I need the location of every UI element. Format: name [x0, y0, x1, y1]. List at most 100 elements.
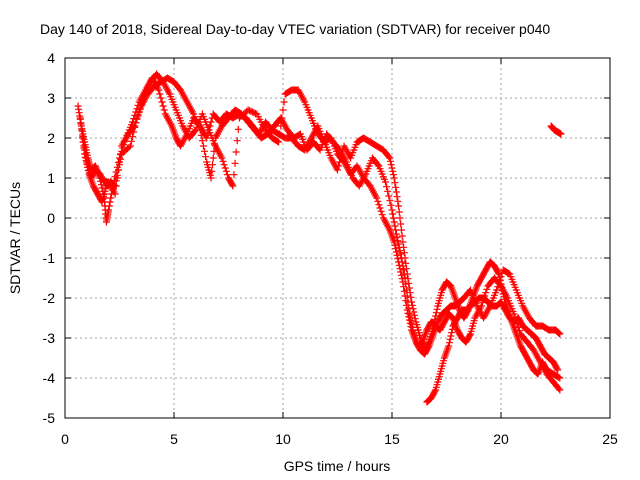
data-point — [394, 197, 402, 205]
data-point — [387, 161, 395, 169]
data-point — [211, 141, 219, 149]
data-point — [555, 385, 563, 393]
data-point — [389, 214, 397, 222]
data-point — [556, 330, 564, 338]
data-point — [202, 153, 210, 161]
data-point — [129, 118, 137, 126]
data-point — [395, 243, 403, 251]
data-point — [234, 125, 242, 133]
data-point — [111, 190, 119, 198]
data-point — [156, 90, 164, 98]
data-point — [134, 112, 142, 120]
data-point — [411, 315, 419, 323]
data-point — [231, 159, 239, 167]
data-point — [395, 202, 403, 210]
data-point — [97, 197, 105, 205]
data-point — [155, 86, 163, 94]
data-point — [385, 192, 393, 200]
data-point — [411, 311, 419, 319]
data-point — [483, 285, 491, 293]
data-point — [394, 255, 402, 263]
data-point — [401, 274, 409, 282]
data-point — [482, 289, 490, 297]
data-point — [276, 130, 284, 138]
x-tick-label: 20 — [493, 431, 509, 447]
data-point — [77, 120, 85, 128]
data-point — [209, 154, 217, 162]
data-point — [432, 312, 440, 320]
data-point — [404, 309, 412, 317]
data-point — [106, 198, 114, 206]
data-point — [207, 174, 215, 182]
data-point — [497, 273, 505, 281]
data-point — [396, 214, 404, 222]
data-point — [222, 167, 230, 175]
data-point — [133, 115, 141, 123]
data-point — [275, 138, 283, 146]
data-point — [395, 240, 403, 248]
data-point — [431, 387, 439, 395]
data-point — [376, 204, 384, 212]
data-point — [404, 298, 412, 306]
data-point — [130, 123, 138, 131]
data-point — [396, 247, 404, 255]
grid — [65, 58, 610, 418]
data-point — [390, 174, 398, 182]
y-tick-label: -5 — [43, 410, 56, 426]
y-axis-label: SDTVAR / TECUs — [7, 182, 23, 294]
data-point — [403, 286, 411, 294]
y-tick-labels: -5 -4 -3 -2 -1 0 1 2 3 4 — [43, 50, 56, 426]
data-point — [397, 254, 405, 262]
data-point — [408, 323, 416, 331]
data-point — [493, 286, 501, 294]
data-point — [112, 182, 120, 190]
chart-title: Day 140 of 2018, Sidereal Day-to-day VTE… — [40, 21, 550, 37]
data-point — [230, 171, 238, 179]
data-point — [392, 245, 400, 253]
series-track-d — [423, 294, 562, 406]
data-point — [232, 148, 240, 156]
data-point — [384, 187, 392, 195]
data-point — [80, 142, 88, 150]
data-point — [383, 183, 391, 191]
y-tick-label: 1 — [47, 170, 55, 186]
data-point — [196, 126, 204, 134]
data-point — [387, 157, 395, 165]
data-point — [388, 164, 396, 172]
data-point — [400, 249, 408, 257]
x-tick-labels: 0 5 10 15 20 25 — [61, 431, 618, 447]
data-point — [399, 262, 407, 270]
data-point — [375, 201, 383, 209]
y-tick-label: -1 — [43, 250, 56, 266]
data-point — [448, 325, 456, 333]
data-point — [280, 98, 288, 106]
data-point — [125, 143, 133, 151]
x-tick-label: 25 — [602, 431, 618, 447]
data-point — [223, 171, 231, 179]
data-point — [397, 220, 405, 228]
data-point — [402, 280, 410, 288]
data-point — [131, 122, 139, 130]
data-point — [117, 150, 125, 158]
data-point — [129, 133, 137, 141]
data-point — [126, 142, 134, 150]
data-point — [555, 373, 563, 381]
data-point — [78, 126, 86, 134]
data-point — [79, 138, 87, 146]
data-point — [433, 305, 441, 313]
data-point — [403, 292, 411, 300]
data-point — [378, 211, 386, 219]
data-point — [557, 130, 565, 138]
x-tick-label: 0 — [61, 431, 69, 447]
data-point — [228, 181, 236, 189]
data-point — [409, 305, 417, 313]
data-point — [554, 366, 562, 374]
data-point — [374, 161, 382, 169]
data-point — [198, 137, 206, 145]
data-point — [229, 182, 237, 190]
data-point — [392, 230, 400, 238]
data-point — [105, 202, 113, 210]
data-point — [387, 201, 395, 209]
x-tick-label: 10 — [275, 431, 291, 447]
x-axis-label: GPS time / hours — [284, 458, 391, 474]
